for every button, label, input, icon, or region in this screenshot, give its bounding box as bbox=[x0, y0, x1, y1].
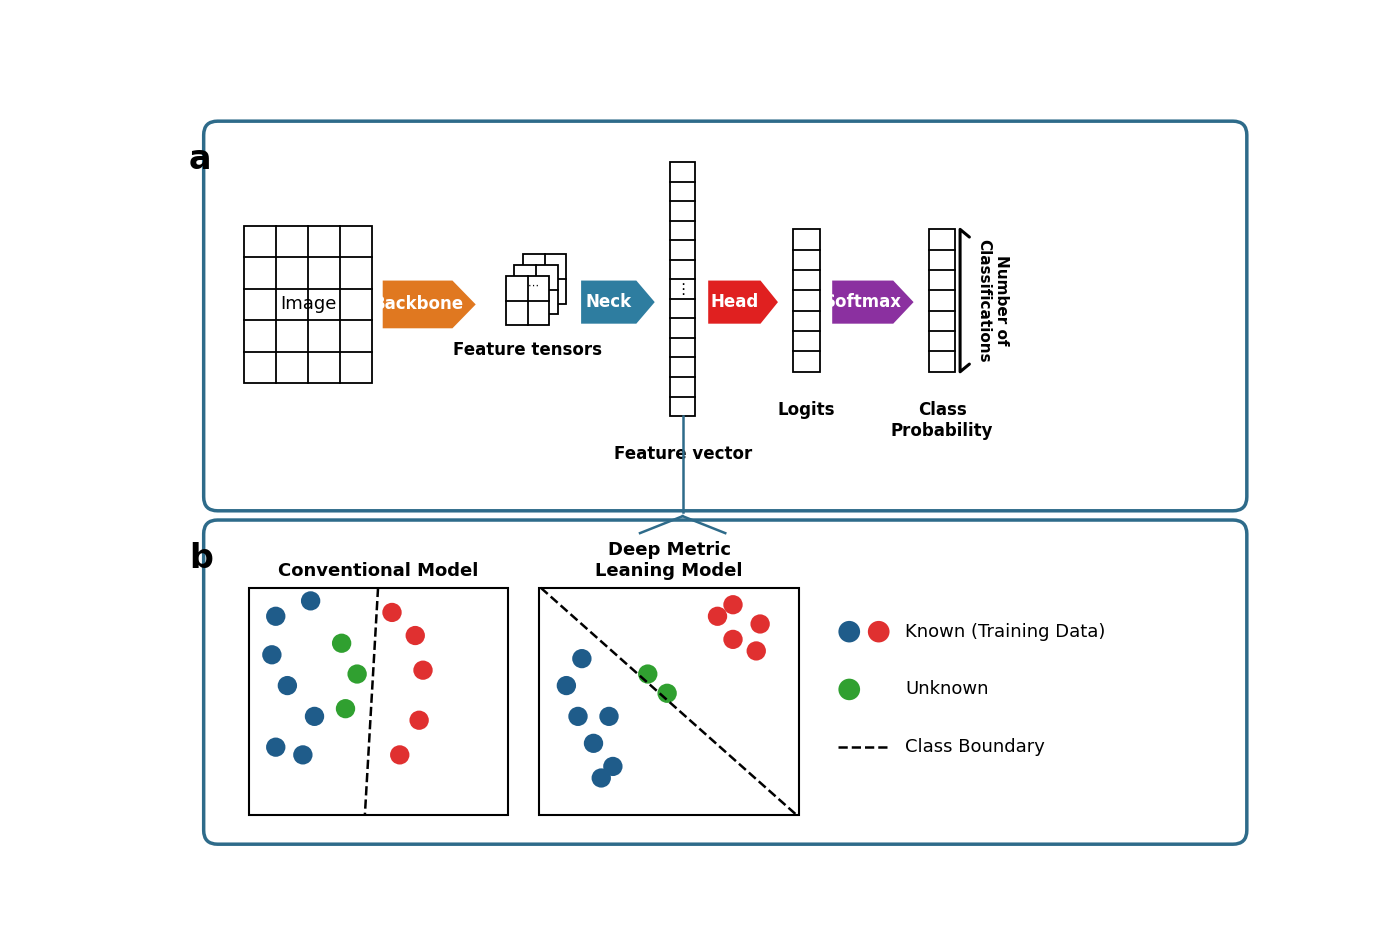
Text: Deep Metric
Leaning Model: Deep Metric Leaning Model bbox=[595, 542, 743, 580]
Bar bbox=[539, 587, 799, 815]
Text: ⋯: ⋯ bbox=[528, 281, 539, 291]
Circle shape bbox=[266, 606, 286, 625]
Circle shape bbox=[305, 706, 325, 726]
Circle shape bbox=[724, 630, 742, 649]
Circle shape bbox=[557, 676, 575, 695]
Circle shape bbox=[638, 664, 658, 684]
Circle shape bbox=[332, 634, 351, 653]
Circle shape bbox=[413, 661, 433, 680]
Text: Conventional Model: Conventional Model bbox=[279, 562, 479, 580]
FancyBboxPatch shape bbox=[203, 520, 1247, 844]
Text: Feature tensors: Feature tensors bbox=[454, 341, 602, 359]
FancyBboxPatch shape bbox=[671, 162, 694, 416]
Text: ⋮: ⋮ bbox=[675, 282, 690, 296]
Polygon shape bbox=[832, 281, 914, 324]
Circle shape bbox=[262, 645, 281, 664]
Polygon shape bbox=[708, 281, 778, 324]
Circle shape bbox=[599, 706, 619, 726]
Text: Backbone: Backbone bbox=[372, 295, 463, 313]
FancyBboxPatch shape bbox=[524, 254, 567, 304]
Circle shape bbox=[293, 745, 312, 764]
Circle shape bbox=[568, 706, 588, 726]
Circle shape bbox=[266, 738, 286, 757]
Circle shape bbox=[750, 614, 770, 634]
Circle shape bbox=[409, 710, 428, 730]
Circle shape bbox=[839, 621, 860, 643]
Text: a: a bbox=[189, 143, 211, 176]
Circle shape bbox=[277, 676, 297, 695]
Text: Image: Image bbox=[280, 295, 336, 313]
Circle shape bbox=[573, 649, 592, 668]
FancyBboxPatch shape bbox=[930, 229, 955, 372]
Bar bbox=[249, 587, 508, 815]
Text: Neck: Neck bbox=[585, 293, 631, 311]
FancyBboxPatch shape bbox=[794, 229, 820, 372]
Circle shape bbox=[708, 606, 727, 625]
FancyBboxPatch shape bbox=[203, 121, 1247, 511]
Text: Feature vector: Feature vector bbox=[613, 446, 752, 464]
Circle shape bbox=[382, 603, 402, 622]
FancyBboxPatch shape bbox=[505, 276, 549, 326]
Circle shape bbox=[839, 679, 860, 701]
Circle shape bbox=[336, 699, 356, 719]
FancyBboxPatch shape bbox=[245, 226, 372, 384]
Circle shape bbox=[724, 595, 742, 614]
Text: Known (Training Data): Known (Training Data) bbox=[904, 623, 1106, 641]
Circle shape bbox=[391, 745, 409, 764]
Circle shape bbox=[658, 684, 676, 703]
Circle shape bbox=[603, 757, 623, 776]
FancyBboxPatch shape bbox=[514, 266, 557, 314]
Text: Class
Probability: Class Probability bbox=[890, 401, 994, 440]
Circle shape bbox=[301, 591, 321, 610]
Text: Softmax: Softmax bbox=[823, 293, 902, 311]
Circle shape bbox=[592, 768, 610, 787]
Text: Number of
Classifications: Number of Classifications bbox=[976, 239, 1009, 363]
Text: b: b bbox=[189, 542, 213, 575]
Polygon shape bbox=[581, 281, 655, 324]
Text: Class Boundary: Class Boundary bbox=[904, 738, 1044, 756]
Circle shape bbox=[347, 664, 367, 684]
Text: Unknown: Unknown bbox=[904, 681, 988, 699]
Text: Logits: Logits bbox=[778, 401, 836, 419]
Circle shape bbox=[406, 625, 426, 645]
Polygon shape bbox=[382, 281, 476, 328]
Circle shape bbox=[868, 621, 889, 643]
Circle shape bbox=[746, 642, 766, 661]
Circle shape bbox=[584, 734, 603, 753]
Text: Head: Head bbox=[710, 293, 759, 311]
